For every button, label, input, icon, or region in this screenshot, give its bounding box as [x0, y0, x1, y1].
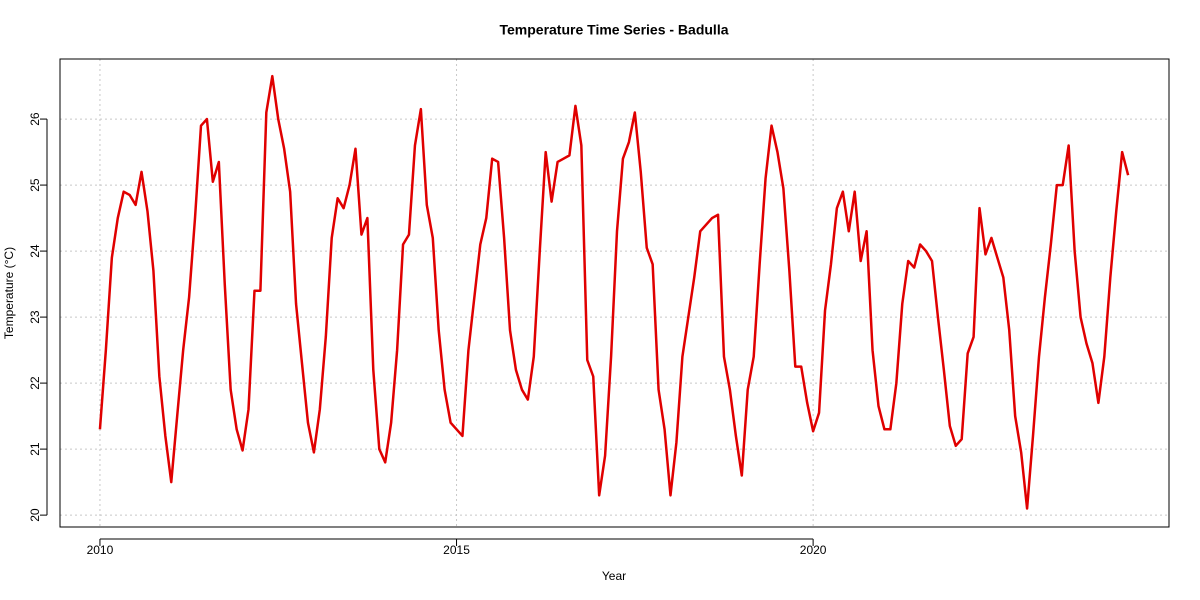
x-tick-label: 2010 — [87, 543, 114, 557]
chart-title: Temperature Time Series - Badulla — [499, 22, 728, 38]
y-tick-label: 23 — [28, 310, 42, 324]
y-tick-label: 25 — [28, 178, 42, 192]
y-tick-label: 26 — [28, 112, 42, 126]
x-tick-label: 2015 — [443, 543, 470, 557]
y-axis-label: Temperature (°C) — [2, 247, 16, 339]
x-axis-label: Year — [602, 569, 626, 583]
y-tick-label: 22 — [28, 376, 42, 390]
x-tick-label: 2020 — [800, 543, 827, 557]
plot-frame — [59, 58, 1170, 528]
data-line — [98, 74, 1130, 510]
y-tick-label: 24 — [28, 244, 42, 258]
y-tick-label: 21 — [28, 442, 42, 456]
y-tick-label: 20 — [28, 508, 42, 522]
